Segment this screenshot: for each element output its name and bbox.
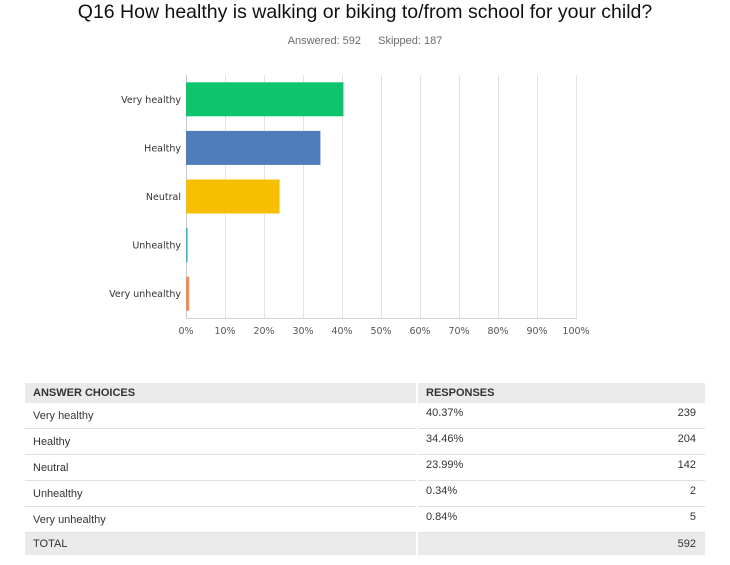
response-cell: 34.46% 204	[416, 428, 705, 455]
total-label: TOTAL	[25, 532, 417, 555]
response-count: 142	[677, 459, 696, 471]
response-percent: 34.46%	[426, 433, 464, 445]
table-row: Unhealthy 0.34% 2	[25, 480, 705, 507]
category-label: Neutral	[146, 192, 181, 203]
x-tick-label: 90%	[526, 326, 547, 337]
answer-choice: Very healthy	[25, 403, 417, 429]
response-table: ANSWER CHOICES RESPONSES Very healthy 40.…	[25, 383, 705, 555]
table-row: Neutral 23.99% 142	[25, 454, 705, 481]
responses-header: RESPONSES	[416, 383, 705, 403]
x-tick-label: 80%	[487, 326, 508, 337]
response-cell: 23.99% 142	[416, 454, 705, 481]
answer-choice: Neutral	[25, 454, 417, 481]
category-label: Very healthy	[121, 95, 181, 106]
bar	[186, 228, 188, 263]
total-count: 592	[677, 538, 696, 550]
response-count: 5	[689, 511, 696, 523]
x-tick-label: 40%	[331, 326, 352, 337]
category-label: Very unhealthy	[109, 289, 181, 300]
skipped-count: Skipped: 187	[378, 35, 443, 47]
table-row: Very healthy 40.37% 239	[25, 403, 705, 429]
response-cell: 40.37% 239	[416, 403, 705, 429]
bar	[186, 179, 280, 214]
bar	[186, 82, 344, 117]
response-summary: Answered: 592 Skipped: 187	[0, 35, 730, 47]
x-tick-label: 70%	[448, 326, 469, 337]
category-label: Unhealthy	[132, 241, 181, 252]
response-cell: 0.34% 2	[416, 480, 705, 507]
total-row: TOTAL 592	[25, 532, 705, 555]
answer-choices-header: ANSWER CHOICES	[25, 383, 417, 403]
x-tick-label: 10%	[214, 326, 235, 337]
response-count: 2	[689, 485, 696, 497]
x-tick-label: 20%	[253, 326, 274, 337]
response-percent: 0.84%	[426, 511, 458, 523]
response-count: 239	[677, 407, 696, 419]
answer-choice: Unhealthy	[25, 480, 417, 507]
question-title: Q16 How healthy is walking or biking to/…	[77, 1, 653, 23]
x-tick-label: 50%	[370, 326, 391, 337]
table-header-row: ANSWER CHOICES RESPONSES	[25, 383, 705, 403]
bar-chart: 0% 10% 20% 30% 40% 50% 60% 70% 80% 90% 100% Very he…	[109, 75, 590, 337]
response-cell: 0.84% 5	[416, 506, 705, 533]
answer-choice: Very unhealthy	[25, 506, 417, 533]
response-count: 204	[677, 433, 696, 445]
table-row: Healthy 34.46% 204	[25, 428, 705, 455]
bar	[186, 276, 190, 311]
x-tick-label: 60%	[409, 326, 430, 337]
category-label: Healthy	[144, 143, 181, 154]
x-tick-label: 30%	[292, 326, 313, 337]
answered-count: Answered: 592	[287, 35, 362, 47]
x-tick-label: 100%	[562, 326, 589, 337]
response-percent: 23.99%	[426, 459, 464, 471]
total-cell: 592	[416, 532, 705, 555]
answer-choice: Healthy	[25, 428, 417, 455]
x-tick-label: 0%	[178, 326, 193, 337]
table-row: Very unhealthy 0.84% 5	[25, 506, 705, 533]
bar	[186, 130, 321, 165]
response-percent: 40.37%	[426, 407, 464, 419]
response-percent: 0.34%	[426, 485, 458, 497]
